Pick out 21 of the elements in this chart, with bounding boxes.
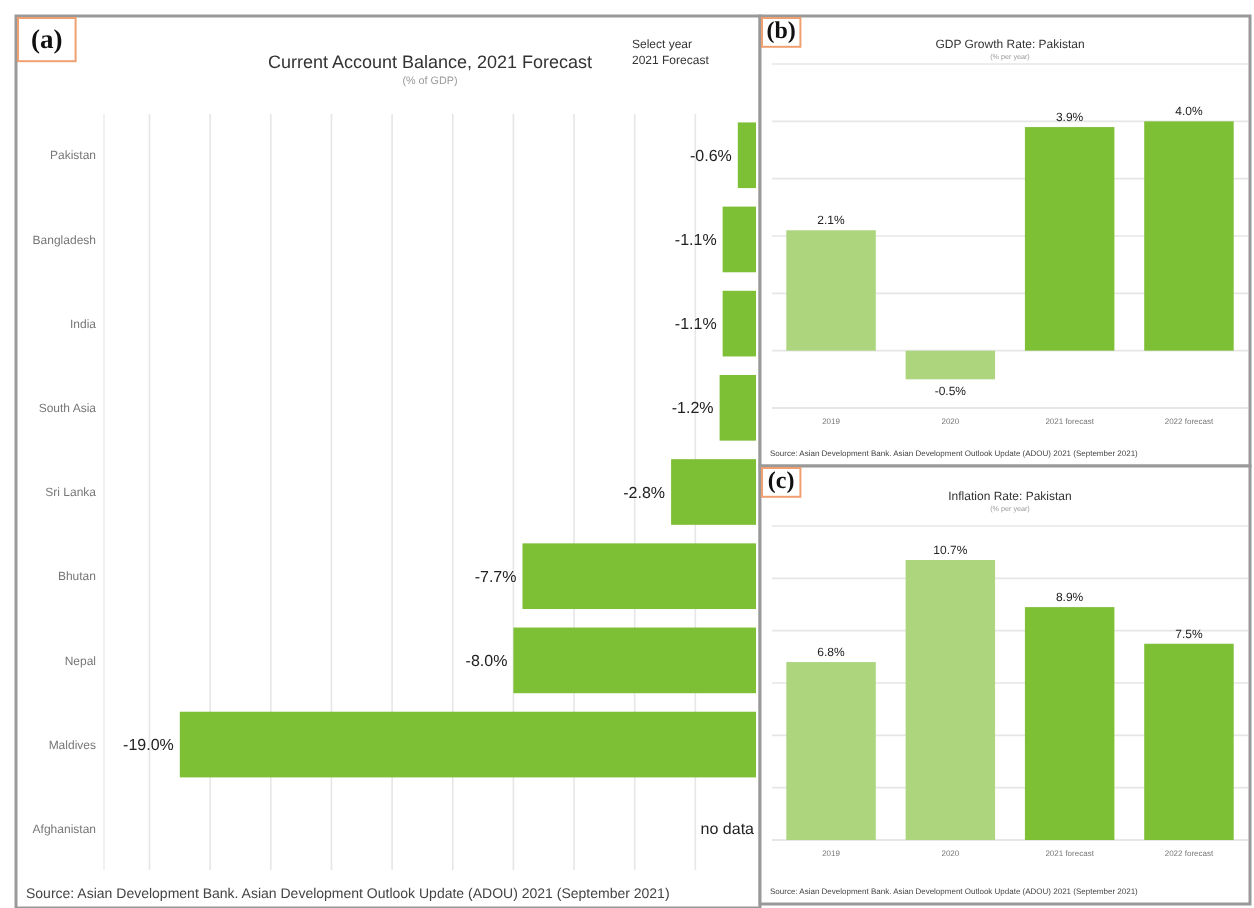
text: (b) xyxy=(766,15,796,44)
data-label: -1.2% xyxy=(671,399,714,418)
bar xyxy=(786,230,876,351)
bar xyxy=(786,662,876,840)
text: (c) xyxy=(767,465,795,494)
text: (a) xyxy=(31,23,63,54)
data-label: -0.6% xyxy=(689,146,732,165)
bar xyxy=(1144,121,1234,351)
data-label: -8.0% xyxy=(465,651,508,670)
data-label: -7.7% xyxy=(474,567,517,586)
bar xyxy=(1024,607,1115,840)
bar xyxy=(1024,127,1115,351)
data-label: -1.1% xyxy=(674,315,717,334)
data-label: -2.8% xyxy=(623,483,666,502)
bar xyxy=(1144,643,1234,840)
text: no data xyxy=(700,820,754,839)
bar xyxy=(905,560,996,840)
bar xyxy=(905,350,996,380)
data-label: -1.1% xyxy=(674,231,717,250)
chart-title: Current Account Balance, 2021 Forecast xyxy=(267,52,594,72)
data-label: -19.0% xyxy=(123,736,174,755)
